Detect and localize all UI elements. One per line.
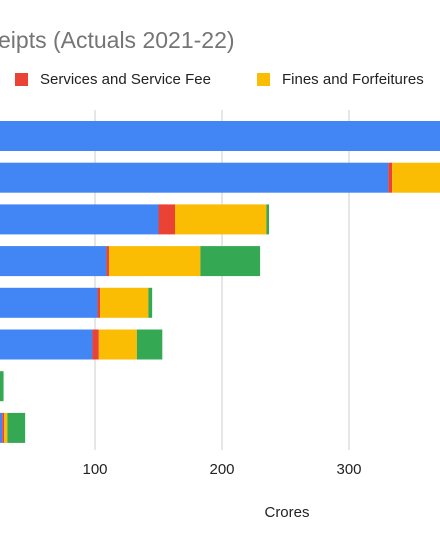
bar-segment — [0, 204, 159, 235]
bar-segment — [0, 329, 93, 360]
x-tick-label: 200 — [209, 461, 234, 478]
x-axis-title: Crores — [264, 504, 309, 521]
legend-swatch — [15, 73, 28, 86]
x-tick-label: 300 — [336, 461, 361, 478]
bar-segment — [98, 329, 137, 360]
bar-segment — [388, 162, 393, 193]
bar-segment — [100, 287, 149, 318]
bar-segment — [175, 204, 267, 235]
bar-segment — [266, 204, 269, 235]
bar-segment — [97, 287, 101, 318]
bar-segment — [158, 204, 176, 235]
bar-segment — [392, 162, 440, 193]
bar-segment — [4, 412, 8, 443]
legend-label: Fines and Forfeitures — [282, 71, 424, 88]
bar-segment — [108, 246, 201, 277]
bar-segment — [0, 121, 440, 151]
legend-label: Services and Service Fee — [40, 71, 211, 88]
bar-segment — [2, 412, 5, 443]
x-tick-label: 100 — [82, 461, 107, 478]
bar-segment — [0, 287, 98, 318]
bar-segment — [0, 162, 389, 193]
chart-title: eipts (Actuals 2021-22) — [0, 27, 235, 53]
bar-segment — [0, 371, 4, 402]
bar-segment — [136, 329, 163, 360]
bar-segment — [106, 246, 109, 277]
bar-segment — [0, 246, 107, 277]
bar-segment — [148, 287, 153, 318]
legend-swatch — [257, 73, 270, 86]
bar-segment — [7, 412, 26, 443]
bar-segment — [92, 329, 99, 360]
bar-segment — [0, 412, 3, 443]
bar-segment — [200, 246, 261, 277]
